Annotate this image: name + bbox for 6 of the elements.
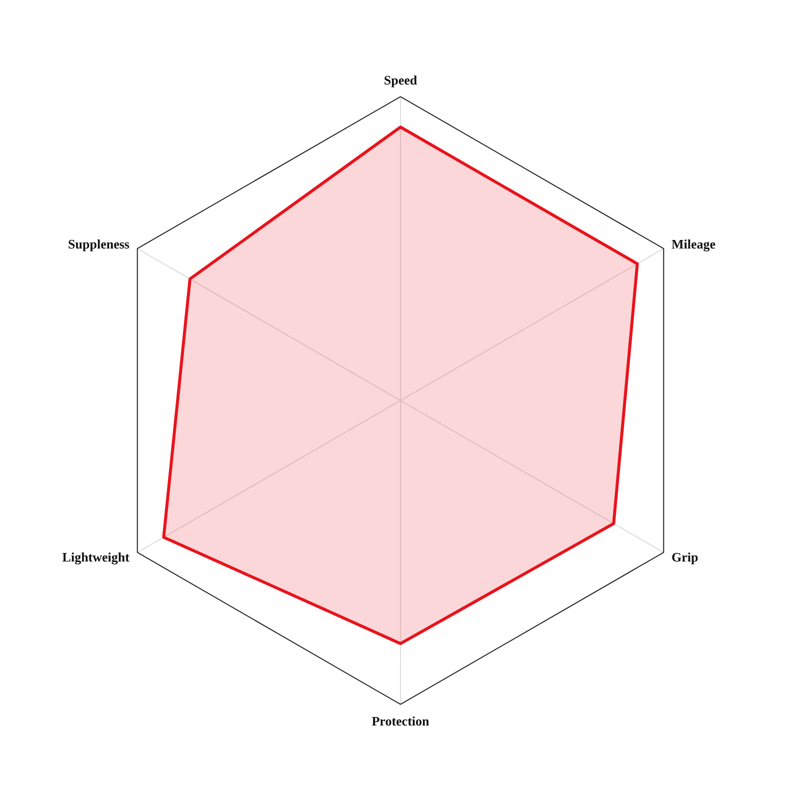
spoke-label: Speed [384,72,418,88]
spoke-label: Grip [672,549,698,564]
spoke-label: Suppleness [68,236,130,252]
spoke-label: Mileage [672,236,716,252]
spoke-label: Protection [372,713,430,728]
spoke-label: Lightweight [62,549,130,564]
